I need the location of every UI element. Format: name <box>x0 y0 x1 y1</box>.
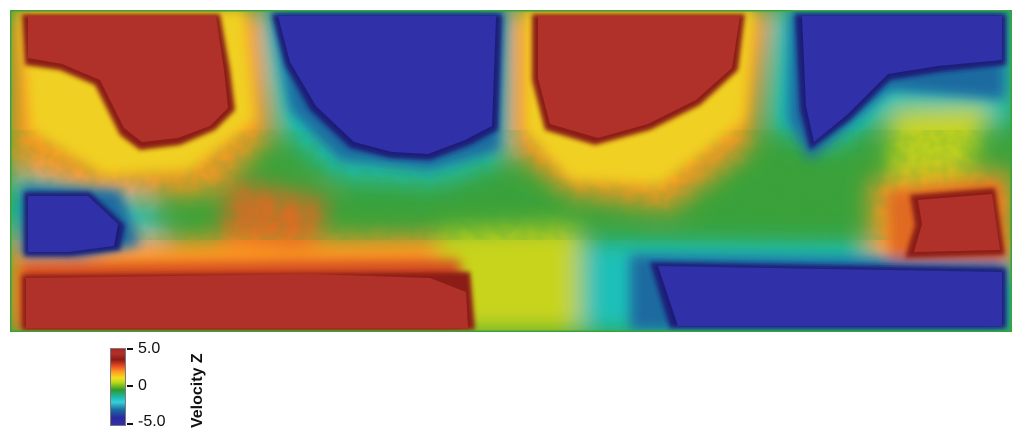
colorbar-min-label: -5.0 <box>138 413 166 430</box>
colorbar-gradient <box>110 348 126 426</box>
colorbar-legend: 5.0 0 -5.0 Velocity Z <box>108 340 228 432</box>
velocity-field-plot <box>10 10 1012 332</box>
colorbar-tick-min <box>127 423 133 425</box>
colorbar-tick-mid <box>127 385 133 387</box>
colorbar-mid-label: 0 <box>138 377 147 394</box>
colorbar-tick-max <box>127 348 133 350</box>
colorbar-max-label: 5.0 <box>138 340 161 357</box>
colorbar-title: Velocity Z <box>189 353 206 428</box>
